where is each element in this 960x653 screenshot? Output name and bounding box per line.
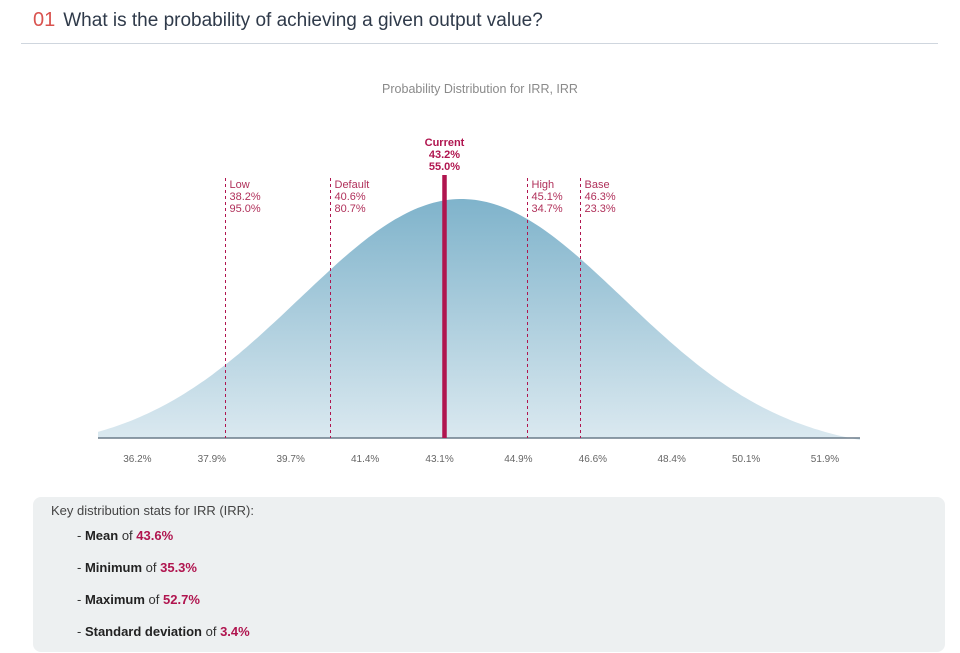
marker-label-default: Default xyxy=(335,179,370,191)
stat-value: 35.3% xyxy=(160,560,197,575)
chart-title: Probability Distribution for IRR, IRR xyxy=(382,82,578,96)
header-divider xyxy=(21,43,938,44)
stats-panel: Key distribution stats for IRR (IRR): - … xyxy=(33,497,945,652)
marker-label-base: 23.3% xyxy=(585,203,616,215)
section-question: What is the probability of achieving a g… xyxy=(63,10,543,31)
distribution-chart: 36.2% 37.9% 39.7% 41.4% 43.1% 44.9% 46.6% 48.4%… xyxy=(98,137,860,465)
x-tick-label: 51.9% xyxy=(811,454,839,465)
marker-label-current: 55.0% xyxy=(429,161,460,173)
x-tick-label: 50.1% xyxy=(732,454,760,465)
stat-label: Standard deviation xyxy=(84,624,202,639)
marker-label-base: 46.3% xyxy=(585,191,616,203)
marker-label-low: 38.2% xyxy=(230,191,261,203)
stat-value: 3.4% xyxy=(220,624,250,639)
x-tick-label: 39.7% xyxy=(277,454,305,465)
stat-maximum: - Maximum of 52.7% xyxy=(77,592,200,607)
x-tick-label: 48.4% xyxy=(658,454,686,465)
stat-value: 52.7% xyxy=(163,592,200,607)
stat-of: of xyxy=(205,624,217,639)
x-tick-label: 37.9% xyxy=(198,454,226,465)
stat-of: of xyxy=(121,528,133,543)
x-tick-label: 44.9% xyxy=(504,454,532,465)
section-number: 01 xyxy=(33,9,56,31)
distribution-area xyxy=(98,199,860,440)
marker-label-high: 34.7% xyxy=(532,203,563,215)
x-tick-label: 43.1% xyxy=(425,454,453,465)
x-tick-label: 36.2% xyxy=(123,454,151,465)
marker-label-current: 43.2% xyxy=(429,149,460,161)
stat-value: 43.6% xyxy=(136,528,174,543)
stat-std-dev: - Standard deviation of 3.4% xyxy=(77,624,250,639)
stat-label: Maximum xyxy=(84,592,145,607)
marker-label-current: Current xyxy=(425,137,465,149)
stat-of: of xyxy=(148,592,160,607)
marker-label-high: High xyxy=(532,179,555,191)
marker-label-low: Low xyxy=(230,179,250,191)
marker-label-base: Base xyxy=(585,179,610,191)
x-tick-label: 46.6% xyxy=(579,454,607,465)
marker-label-low: 95.0% xyxy=(230,203,261,215)
stats-heading: Key distribution stats for IRR (IRR): xyxy=(51,503,254,518)
stat-label: Minimum xyxy=(84,560,143,575)
stat-label: Mean xyxy=(84,528,119,543)
section-header: 01 What is the probability of achieving a… xyxy=(33,9,543,32)
marker-label-default: 40.6% xyxy=(335,191,366,203)
marker-label-default: 80.7% xyxy=(335,203,366,215)
marker-label-high: 45.1% xyxy=(532,191,563,203)
stat-mean: - Mean of 43.6% xyxy=(77,528,174,543)
x-tick-label: 41.4% xyxy=(351,454,379,465)
stat-of: of xyxy=(145,560,157,575)
stat-minimum: - Minimum of 35.3% xyxy=(77,560,197,575)
